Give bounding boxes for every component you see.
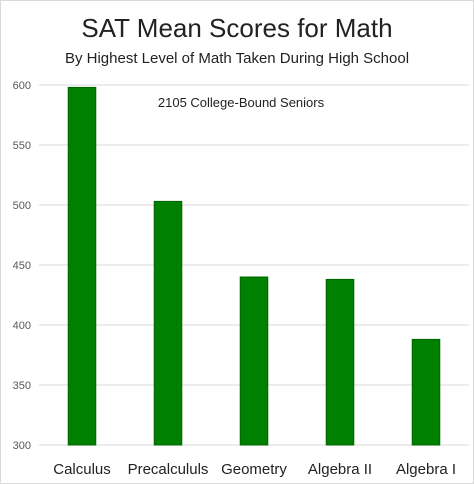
y-tick-label: 400 — [13, 320, 31, 332]
x-category-label: Algebra II — [308, 461, 372, 478]
y-tick-label: 550 — [13, 140, 31, 152]
x-category-label: Precalcululs — [128, 461, 209, 478]
bar — [153, 200, 183, 446]
bar — [411, 338, 441, 446]
chart-title: SAT Mean Scores for Math — [81, 13, 393, 43]
x-category-label: Calculus — [53, 461, 111, 478]
x-category-label: Geometry — [221, 461, 287, 478]
bar — [325, 278, 355, 446]
y-tick-label: 300 — [13, 440, 31, 452]
y-tick-label: 450 — [13, 260, 31, 272]
bar — [67, 86, 97, 446]
y-tick-label: 600 — [13, 80, 31, 92]
x-category-label: Algebra I — [396, 461, 456, 478]
y-tick-label: 350 — [13, 380, 31, 392]
bar — [239, 276, 269, 446]
chart-annotation: 2105 College-Bound Seniors — [158, 95, 325, 110]
chart-subtitle: By Highest Level of Math Taken During Hi… — [64, 50, 410, 67]
y-tick-label: 500 — [13, 200, 31, 212]
